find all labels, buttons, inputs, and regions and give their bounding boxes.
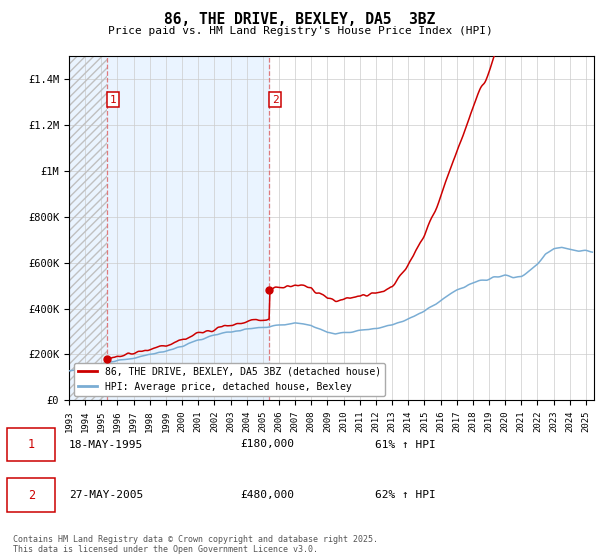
Bar [69, 56, 107, 400]
Legend: 86, THE DRIVE, BEXLEY, DA5 3BZ (detached house), HPI: Average price, detached ho: 86, THE DRIVE, BEXLEY, DA5 3BZ (detached… [74, 363, 385, 395]
Text: £480,000: £480,000 [240, 491, 294, 500]
Text: 61% ↑ HPI: 61% ↑ HPI [375, 440, 436, 450]
Text: 18-MAY-1995: 18-MAY-1995 [69, 440, 143, 450]
Text: 86, THE DRIVE, BEXLEY, DA5  3BZ: 86, THE DRIVE, BEXLEY, DA5 3BZ [164, 12, 436, 27]
Text: Contains HM Land Registry data © Crown copyright and database right 2025.
This d: Contains HM Land Registry data © Crown c… [13, 535, 378, 554]
Text: Price paid vs. HM Land Registry's House Price Index (HPI): Price paid vs. HM Land Registry's House … [107, 26, 493, 36]
Text: 1: 1 [28, 438, 35, 451]
Text: 1: 1 [110, 95, 116, 105]
Bar [69, 56, 269, 400]
FancyBboxPatch shape [7, 478, 55, 512]
Text: £180,000: £180,000 [240, 440, 294, 450]
Text: 2: 2 [28, 489, 35, 502]
Text: 62% ↑ HPI: 62% ↑ HPI [375, 491, 436, 500]
Text: 2: 2 [272, 95, 278, 105]
Text: 27-MAY-2005: 27-MAY-2005 [69, 491, 143, 500]
FancyBboxPatch shape [7, 428, 55, 461]
